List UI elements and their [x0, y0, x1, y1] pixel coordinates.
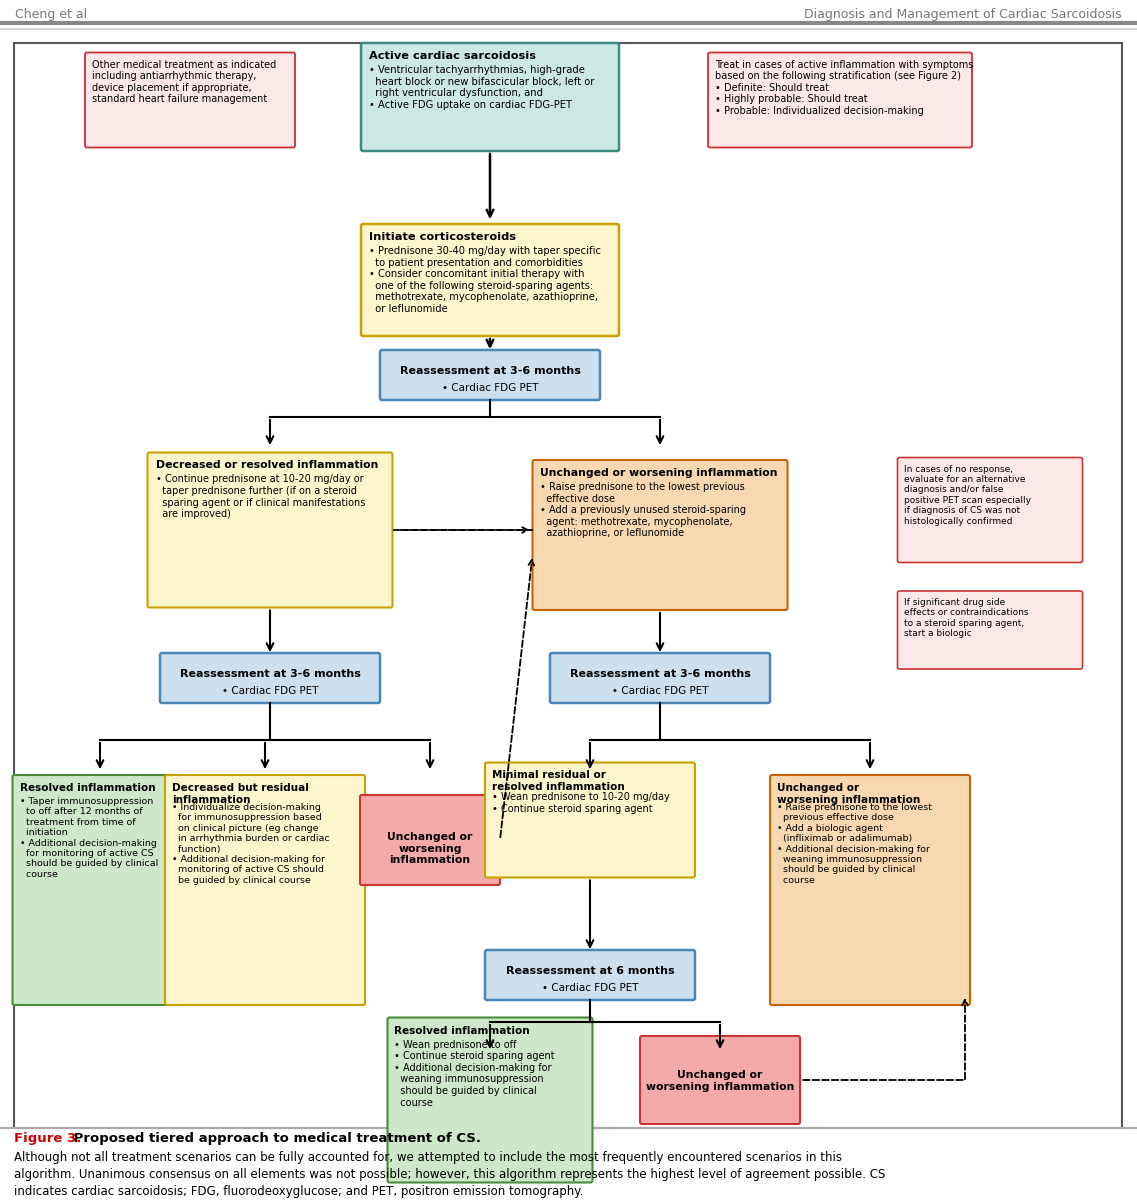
Text: Cheng et al: Cheng et al — [15, 8, 88, 20]
Text: Decreased or resolved inflammation: Decreased or resolved inflammation — [156, 461, 377, 470]
FancyBboxPatch shape — [160, 653, 380, 703]
FancyBboxPatch shape — [165, 775, 365, 1006]
Text: Proposed tiered approach to medical treatment of CS.: Proposed tiered approach to medical trea… — [69, 1132, 481, 1145]
Text: Decreased but residual
inflammation: Decreased but residual inflammation — [172, 782, 309, 804]
FancyBboxPatch shape — [362, 224, 619, 336]
Text: • Wean prednisone to off
• Continue steroid sparing agent
• Additional decision-: • Wean prednisone to off • Continue ster… — [395, 1039, 555, 1108]
Text: • Ventricular tachyarrhythmias, high-grade
  heart block or new bifascicular blo: • Ventricular tachyarrhythmias, high-gra… — [370, 65, 595, 109]
Text: Diagnosis and Management of Cardiac Sarcoidosis: Diagnosis and Management of Cardiac Sarc… — [804, 8, 1122, 20]
FancyBboxPatch shape — [148, 452, 392, 607]
Text: • Raise prednisone to the lowest previous
  effective dose
• Add a previously un: • Raise prednisone to the lowest previou… — [540, 482, 747, 539]
FancyBboxPatch shape — [362, 43, 619, 151]
Text: Reassessment at 3-6 months: Reassessment at 3-6 months — [399, 366, 580, 376]
Text: Minimal residual or
resolved inflammation: Minimal residual or resolved inflammatio… — [492, 770, 624, 792]
Text: • Prednisone 30-40 mg/day with taper specific
  to patient presentation and como: • Prednisone 30-40 mg/day with taper spe… — [370, 246, 601, 314]
FancyBboxPatch shape — [388, 1018, 592, 1182]
Text: Unchanged or
worsening inflammation: Unchanged or worsening inflammation — [646, 1070, 794, 1092]
Text: If significant drug side
effects or contraindications
to a steroid sparing agent: If significant drug side effects or cont… — [904, 598, 1028, 638]
Text: Reassessment at 6 months: Reassessment at 6 months — [506, 966, 674, 976]
FancyBboxPatch shape — [532, 460, 788, 610]
FancyBboxPatch shape — [85, 53, 294, 148]
Text: • Wean prednisone to 10-20 mg/day
• Continue steroid sparing agent: • Wean prednisone to 10-20 mg/day • Cont… — [492, 792, 670, 814]
FancyBboxPatch shape — [485, 950, 695, 1000]
Text: • Cardiac FDG PET: • Cardiac FDG PET — [442, 383, 538, 392]
FancyBboxPatch shape — [897, 590, 1082, 670]
Text: Although not all treatment scenarios can be fully accounted for, we attempted to: Although not all treatment scenarios can… — [14, 1151, 886, 1198]
Text: Other medical treatment as indicated
including antiarrhythmic therapy,
device pl: Other medical treatment as indicated inc… — [92, 60, 276, 104]
Text: Reassessment at 3-6 months: Reassessment at 3-6 months — [570, 670, 750, 679]
Text: Unchanged or worsening inflammation: Unchanged or worsening inflammation — [540, 468, 778, 478]
FancyBboxPatch shape — [360, 794, 500, 886]
Text: • Raise prednisone to the lowest
  previous effective dose
• Add a biologic agen: • Raise prednisone to the lowest previou… — [777, 803, 932, 884]
FancyBboxPatch shape — [708, 53, 972, 148]
FancyBboxPatch shape — [485, 762, 695, 877]
Text: In cases of no response,
evaluate for an alternative
diagnosis and/or false
posi: In cases of no response, evaluate for an… — [904, 464, 1030, 526]
Text: Unchanged or
worsening
inflammation: Unchanged or worsening inflammation — [388, 832, 473, 865]
Text: Unchanged or
worsening inflammation: Unchanged or worsening inflammation — [777, 782, 920, 804]
Text: • Cardiac FDG PET: • Cardiac FDG PET — [612, 686, 708, 696]
Text: • Taper immunosuppression
  to off after 12 months of
  treatment from time of
 : • Taper immunosuppression to off after 1… — [19, 797, 158, 878]
Text: Figure 3.: Figure 3. — [14, 1132, 82, 1145]
FancyBboxPatch shape — [640, 1036, 800, 1124]
FancyBboxPatch shape — [897, 457, 1082, 563]
Text: Treat in cases of active inflammation with symptoms
based on the following strat: Treat in cases of active inflammation wi… — [715, 60, 973, 116]
Text: • Continue prednisone at 10-20 mg/day or
  taper prednisone further (if on a ste: • Continue prednisone at 10-20 mg/day or… — [156, 474, 365, 520]
Text: • Cardiac FDG PET: • Cardiac FDG PET — [541, 983, 638, 994]
Text: Resolved inflammation: Resolved inflammation — [395, 1026, 530, 1036]
Text: Resolved inflammation: Resolved inflammation — [19, 782, 155, 793]
Text: • Cardiac FDG PET: • Cardiac FDG PET — [222, 686, 318, 696]
Text: Active cardiac sarcoidosis: Active cardiac sarcoidosis — [370, 50, 536, 61]
Text: Reassessment at 3-6 months: Reassessment at 3-6 months — [180, 670, 360, 679]
Text: Initiate corticosteroids: Initiate corticosteroids — [370, 232, 516, 242]
FancyBboxPatch shape — [770, 775, 970, 1006]
FancyBboxPatch shape — [13, 775, 188, 1006]
FancyBboxPatch shape — [380, 350, 600, 400]
FancyBboxPatch shape — [550, 653, 770, 703]
Text: • Individualize decision-making
  for immunosuppression based
  on clinical pict: • Individualize decision-making for immu… — [172, 803, 330, 884]
